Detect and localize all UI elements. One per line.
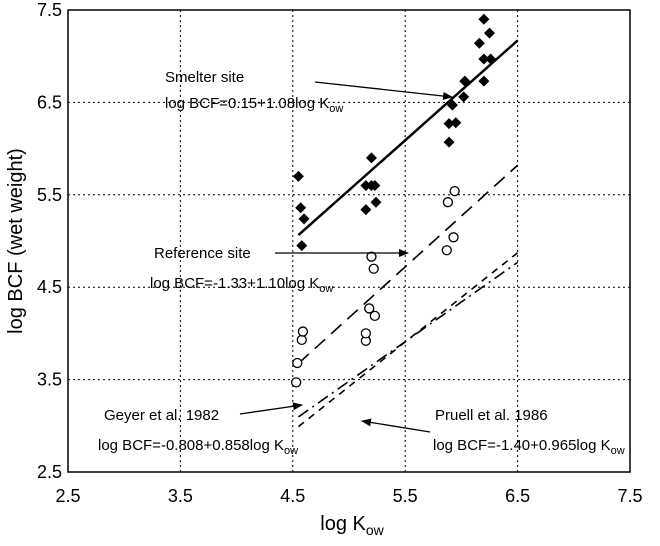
point-s0-14 xyxy=(458,91,470,103)
annotation-reference: Reference site log BCF=-1.33+1.10log Kow xyxy=(150,245,409,295)
annotation-smelter-equation: log BCF=0.15+1.08log Kow xyxy=(165,95,343,115)
y-tick-label-5: 7.5 xyxy=(37,0,62,20)
fit-line-2 xyxy=(297,261,519,418)
annotation-smelter-title: Smelter site xyxy=(165,69,244,86)
point-s1-10 xyxy=(441,245,452,256)
plot-frame xyxy=(67,9,631,473)
annotation-pruell-arrow xyxy=(361,418,431,433)
fit-line-0 xyxy=(297,39,519,237)
annotation-pruell-title: Pruell et al. 1986 xyxy=(435,407,548,424)
data-points xyxy=(291,13,497,388)
annotation-reference-equation: log BCF=-1.33+1.10log Kow xyxy=(150,275,333,295)
fit-line-3 xyxy=(297,252,519,428)
x-tick-label-5: 7.5 xyxy=(617,486,642,506)
point-s0-8 xyxy=(369,180,381,192)
point-s1-12 xyxy=(448,232,459,243)
point-s1-9 xyxy=(369,310,381,321)
annotation-geyer-title: Geyer et al. 1982 xyxy=(104,407,219,424)
y-tick-label-1: 3.5 xyxy=(37,370,62,390)
point-s0-18 xyxy=(478,53,490,65)
point-s0-19 xyxy=(478,75,490,87)
annotation-geyer-arrow xyxy=(239,402,303,415)
point-s0-16 xyxy=(473,37,485,49)
y-tick-label-4: 6.5 xyxy=(37,92,62,112)
point-s0-11 xyxy=(443,118,455,130)
point-s0-5 xyxy=(360,180,372,192)
point-s1-1 xyxy=(292,357,303,369)
annotation-geyer-equation: log BCF=-0.808+0.858log Kow xyxy=(98,437,298,457)
annotation-pruell-equation: log BCF=-1.40+0.965log Kow xyxy=(433,437,625,457)
point-s1-6 xyxy=(364,303,375,314)
x-axis-title: log Kow xyxy=(320,513,384,538)
x-tick-label-3: 5.5 xyxy=(393,486,418,506)
point-s0-17 xyxy=(478,13,490,25)
x-tick-label-1: 3.5 xyxy=(168,486,193,506)
annotation-reference-title: Reference site xyxy=(154,245,251,262)
point-s0-2 xyxy=(298,213,310,225)
x-tick-label-0: 2.5 xyxy=(55,486,80,506)
point-s0-13 xyxy=(450,117,462,129)
point-s0-20 xyxy=(484,27,495,39)
point-s0-6 xyxy=(365,152,377,164)
y-tick-label-2: 4.5 xyxy=(37,277,62,297)
point-s1-8 xyxy=(368,263,379,274)
annotation-geyer: Geyer et al. 1982 log BCF=-0.808+0.858lo… xyxy=(98,402,303,457)
y-tick-label-0: 2.5 xyxy=(37,462,62,482)
point-s0-12 xyxy=(446,99,458,111)
point-s1-11 xyxy=(442,197,454,208)
point-s0-15 xyxy=(459,75,471,87)
point-s0-0 xyxy=(292,170,304,182)
x-tick-label-2: 4.5 xyxy=(280,486,305,506)
point-s1-7 xyxy=(366,251,377,262)
point-s0-21 xyxy=(485,53,497,65)
grid-lines xyxy=(68,10,630,472)
point-s0-9 xyxy=(370,196,382,208)
annotation-smelter-arrow xyxy=(314,81,453,100)
point-s0-3 xyxy=(296,240,308,252)
point-s0-4 xyxy=(360,204,372,216)
point-s1-2 xyxy=(296,334,307,346)
tick-labels: 2.5 3.5 4.5 5.5 6.5 7.5 2.5 3.5 4.5 5.5 6.5 7.5 xyxy=(37,0,643,506)
annotation-smelter: Smelter site log BCF=0.15+1.08log Kow xyxy=(165,69,453,115)
point-s0-10 xyxy=(443,136,455,148)
y-axis-title: log BCF (wet weight) xyxy=(5,148,27,334)
point-s1-5 xyxy=(360,328,372,339)
y-tick-label-3: 5.5 xyxy=(37,185,62,205)
x-tick-label-4: 6.5 xyxy=(505,486,530,506)
point-s0-1 xyxy=(295,202,307,214)
point-s1-13 xyxy=(449,185,460,197)
fit-lines xyxy=(297,39,519,428)
fit-line-1 xyxy=(297,164,519,365)
point-s1-0 xyxy=(291,377,302,388)
point-s1-3 xyxy=(297,326,309,337)
annotation-pruell: Pruell et al. 1986 log BCF=-1.40+0.965lo… xyxy=(361,407,625,457)
